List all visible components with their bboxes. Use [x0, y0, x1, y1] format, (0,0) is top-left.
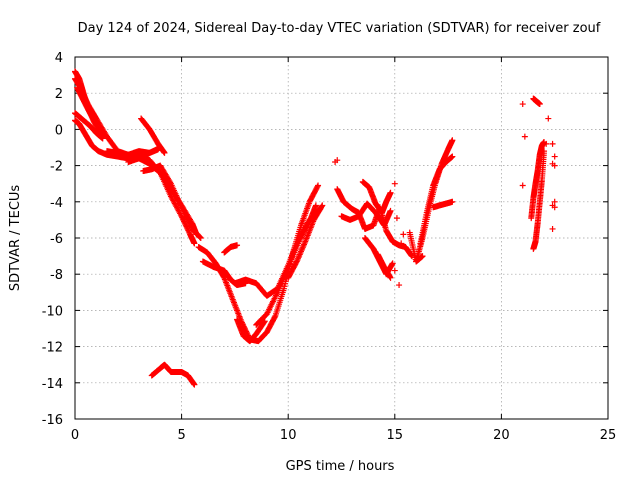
series-t8 [140, 162, 204, 241]
series-t30 [530, 95, 543, 108]
series-t20 [338, 200, 394, 229]
y-tick-label: -8 [50, 268, 63, 283]
data-point [545, 115, 552, 122]
data-point [315, 182, 322, 189]
data-point [419, 253, 426, 260]
data-point [519, 182, 526, 189]
data-point [197, 234, 204, 241]
data-point [391, 267, 398, 274]
x-tick-label: 5 [177, 428, 185, 443]
y-tick-label: -16 [42, 413, 63, 428]
series-t10 [125, 144, 164, 165]
series-t5 [74, 84, 100, 127]
y-tick-label: 2 [55, 87, 63, 102]
data-point [549, 202, 556, 209]
data-point [449, 153, 456, 160]
data-point [387, 189, 394, 196]
series-t28 [530, 148, 548, 252]
series-t27 [406, 229, 426, 265]
series-t11 [148, 361, 198, 388]
series-t16 [253, 202, 319, 328]
y-tick-label: -6 [50, 232, 63, 247]
x-tick-label: 25 [600, 428, 617, 443]
data-point [312, 202, 319, 209]
data-points [72, 68, 558, 388]
data-point [191, 240, 198, 247]
data-point [536, 101, 543, 108]
data-point [551, 153, 558, 160]
y-tick-label: -2 [50, 160, 63, 175]
series-t18 [285, 202, 326, 281]
series-t21 [359, 178, 394, 216]
y-axis-label: SDTVAR / TECUs [8, 185, 23, 292]
data-point [391, 180, 398, 187]
data-point [521, 133, 528, 140]
data-point [314, 183, 321, 190]
data-point [234, 242, 241, 249]
data-point [400, 231, 407, 238]
series-t25 [417, 153, 456, 247]
y-tick-label: 0 [55, 123, 63, 138]
x-tick-label: 15 [387, 428, 404, 443]
x-tick-label: 10 [280, 428, 297, 443]
data-point [161, 149, 168, 156]
data-point [271, 313, 278, 320]
y-tick-label: -4 [50, 196, 63, 211]
data-point [519, 101, 526, 108]
data-point [334, 157, 341, 164]
data-point [99, 135, 106, 142]
y-tick-label: 4 [55, 51, 63, 66]
series-t23 [374, 251, 394, 281]
series-t6 [103, 148, 198, 247]
data-point [318, 203, 325, 210]
grid-lines [75, 57, 608, 419]
y-tick-label: -12 [42, 341, 63, 356]
series-t26 [430, 198, 456, 211]
y-tick-label: -14 [42, 377, 63, 392]
data-point [393, 215, 400, 222]
data-point [543, 140, 550, 147]
data-point [387, 207, 394, 214]
series-t17 [221, 242, 241, 256]
data-point [549, 140, 556, 147]
data-point [449, 137, 456, 144]
data-point [387, 274, 394, 281]
data-point [191, 381, 198, 388]
axis-ticks [74, 56, 609, 420]
data-point [398, 240, 405, 247]
data-point [196, 233, 203, 240]
x-axis-label: GPS time / hours [286, 459, 395, 474]
series-t29 [528, 139, 548, 222]
data-point [93, 120, 100, 127]
data-point [449, 198, 456, 205]
data-point [396, 282, 403, 289]
tick-labels: 0 5 10 15 20 25 -16 -14 -12 -10 -8 -6 -4 -2 0 2 4 [42, 51, 617, 443]
data-point [319, 202, 326, 209]
data-point [389, 260, 396, 267]
series-isolated [332, 101, 558, 289]
series-t4 [72, 110, 106, 142]
data-point [549, 225, 556, 232]
data-point [551, 162, 558, 169]
data-point [197, 235, 204, 241]
x-tick-label: 20 [493, 428, 510, 443]
data-point [551, 198, 558, 205]
x-tick-label: 0 [71, 428, 79, 443]
y-tick-label: -10 [42, 304, 63, 319]
chart-title: Day 124 of 2024, Sidereal Day-to-day VTE… [78, 21, 601, 36]
data-point [157, 144, 164, 151]
plot-frame [74, 56, 609, 420]
